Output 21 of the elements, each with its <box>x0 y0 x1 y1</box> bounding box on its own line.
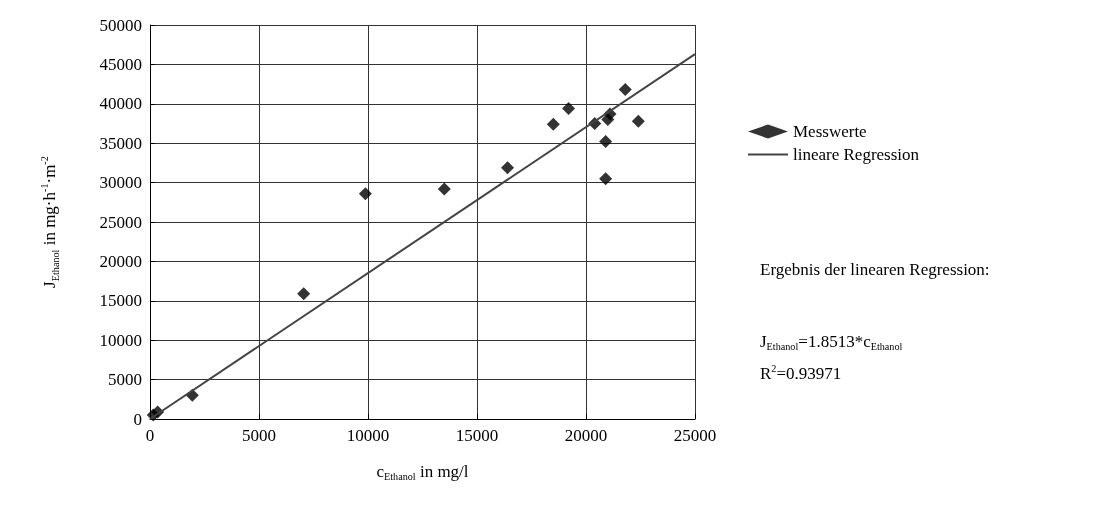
y-tick-label: 5000 <box>108 370 142 390</box>
y-tick-label: 0 <box>133 409 142 429</box>
legend-label: Messwerte <box>793 122 867 141</box>
y-tick-label: 40000 <box>99 94 142 114</box>
y-tick-label: 10000 <box>99 330 142 350</box>
y-tick-label: 20000 <box>99 251 142 271</box>
x-tick-label: 20000 <box>564 426 608 445</box>
y-tick-label: 30000 <box>99 173 142 193</box>
legend-label: lineare Regression <box>793 145 920 164</box>
y-tick-label: 25000 <box>99 212 142 232</box>
x-tick-label: 0 <box>145 426 155 445</box>
y-axis-title: JEthanol in mg·h-1·m-2 <box>39 156 61 288</box>
x-tick-label: 15000 <box>455 426 499 445</box>
y-tick-label: 50000 <box>99 15 142 35</box>
x-tick-label: 10000 <box>346 426 390 445</box>
y-tick-label: 45000 <box>99 54 142 74</box>
x-tick-label: 25000 <box>673 426 717 445</box>
text: Ergebnis der linearen Regression: <box>760 260 990 279</box>
x-tick-label: 5000 <box>242 426 276 445</box>
y-tick-label: 15000 <box>99 291 142 311</box>
y-tick-label: 35000 <box>99 133 142 153</box>
